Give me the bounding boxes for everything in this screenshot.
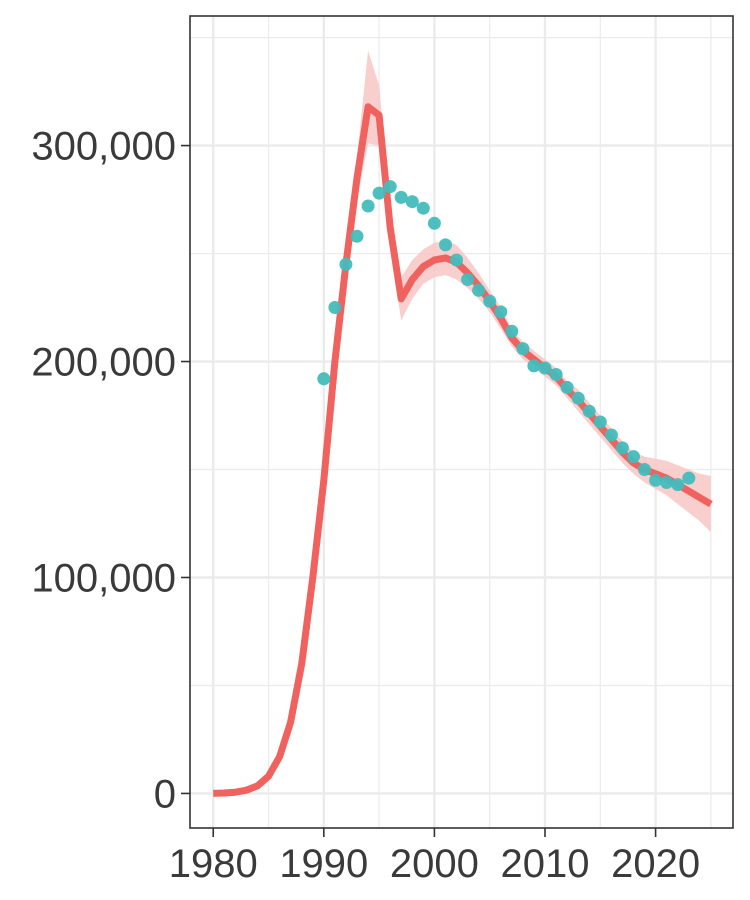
- observed-point: [339, 257, 353, 271]
- observed-point: [350, 229, 364, 243]
- observed-point: [627, 450, 640, 464]
- observed-point: [416, 201, 430, 215]
- y-tick-label: 200,000: [31, 341, 176, 385]
- x-tick-label: 2000: [390, 842, 479, 886]
- observed-point: [649, 473, 663, 487]
- observed-point: [461, 273, 475, 286]
- observed-point: [450, 253, 463, 267]
- minor-gridlines: [190, 16, 733, 828]
- observed-point: [383, 180, 397, 194]
- observed-point: [516, 342, 530, 356]
- observed-point: [372, 186, 386, 200]
- y-tick-label: 100,000: [31, 556, 176, 600]
- observed-point: [505, 324, 519, 338]
- observed-point: [472, 283, 486, 297]
- panel-border: [189, 15, 734, 829]
- observed-point: [328, 301, 342, 314]
- trend-line-layer: [213, 103, 713, 797]
- observed-points-layer: [317, 180, 696, 492]
- observed-point: [604, 428, 618, 442]
- confidence-band: [213, 50, 711, 794]
- y-tick-label: 0: [154, 772, 176, 816]
- observed-point: [560, 380, 574, 394]
- observed-point: [538, 361, 552, 375]
- trend-line: [213, 103, 713, 797]
- y-axis: 0 100,000 200,000 300,000: [31, 125, 190, 816]
- observed-point: [615, 441, 629, 455]
- observed-point: [483, 294, 497, 308]
- observed-point: [660, 476, 674, 489]
- x-axis: 1980 1990 2000 2010 2020: [169, 828, 700, 886]
- observed-point: [582, 404, 596, 418]
- observed-point: [439, 238, 452, 252]
- observed-point: [671, 478, 685, 492]
- observed-point: [593, 415, 607, 429]
- x-tick-label: 2010: [501, 842, 590, 886]
- observed-point: [638, 463, 651, 476]
- x-tick-label: 2020: [611, 842, 700, 886]
- observed-point: [527, 359, 541, 373]
- observed-point: [427, 216, 441, 230]
- x-tick-label: 1980: [169, 842, 258, 886]
- observed-point: [571, 391, 585, 405]
- observed-point: [405, 195, 419, 209]
- confidence-band-layer: [213, 50, 711, 794]
- y-tick-label: 300,000: [31, 125, 176, 169]
- major-gridlines: [190, 16, 733, 828]
- observed-point: [361, 199, 375, 213]
- observed-point: [317, 372, 331, 386]
- observed-point: [394, 190, 408, 204]
- observed-point: [682, 471, 696, 485]
- observed-point: [549, 368, 563, 381]
- x-tick-label: 1990: [279, 842, 368, 886]
- observed-point: [494, 305, 508, 319]
